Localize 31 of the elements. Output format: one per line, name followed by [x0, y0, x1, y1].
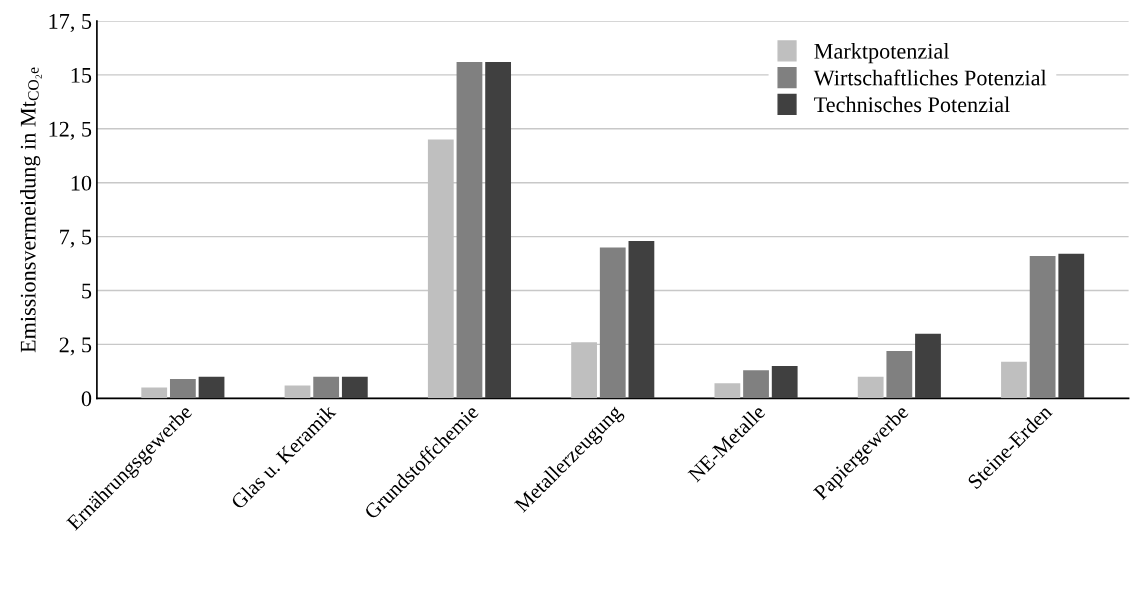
bar — [743, 370, 769, 399]
bar — [857, 376, 884, 399]
bar — [169, 378, 196, 399]
bar — [1029, 256, 1056, 399]
bar — [284, 385, 311, 399]
y-tick-label: 15 — [71, 67, 92, 83]
bar — [599, 247, 626, 399]
bar — [313, 376, 340, 399]
y-tick-label: 0 — [81, 391, 92, 407]
y-axis-title: Emissionsvermeidung in Mt$_{CO₂e}$ — [20, 67, 42, 353]
bar — [456, 61, 483, 399]
y-tick-label: 2, 5 — [59, 337, 92, 356]
legend-label: Technisches Potenzial — [814, 96, 1010, 113]
bar — [198, 376, 225, 399]
bar — [915, 333, 941, 399]
bar — [886, 350, 913, 399]
legend-label: Wirtschaftliches Potenzial — [813, 69, 1047, 86]
bar — [771, 365, 798, 399]
bar — [1058, 253, 1085, 399]
y-tick-label: 12, 5 — [49, 121, 92, 140]
y-tick-label: 10 — [71, 175, 92, 191]
bar — [714, 383, 741, 399]
y-tick-label: 17, 5 — [49, 14, 92, 33]
bar — [1001, 361, 1027, 399]
bar — [485, 61, 512, 399]
bar — [341, 376, 368, 399]
bar — [141, 387, 168, 399]
bar — [628, 240, 655, 399]
y-tick-label: 7, 5 — [60, 229, 92, 248]
y-tick-label: 5 — [82, 283, 92, 299]
legend-label: Marktpotenzial — [814, 43, 950, 64]
